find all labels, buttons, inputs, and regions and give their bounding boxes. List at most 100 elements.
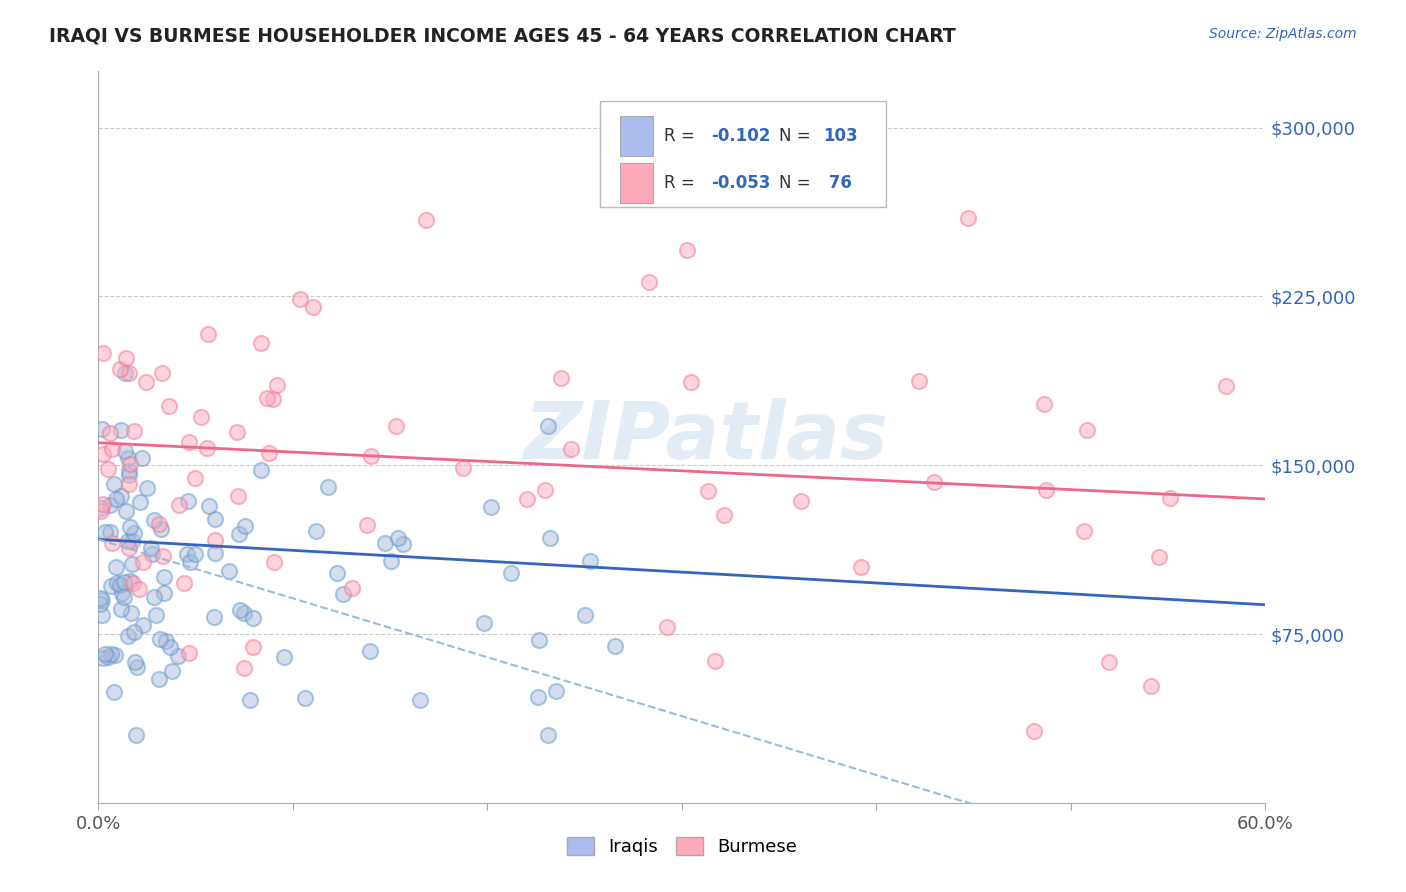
Point <box>167 498 190 512</box>
Point <box>90 504 112 518</box>
Point <box>91 346 114 360</box>
Point <box>121 557 143 571</box>
Point <box>1215 379 1237 393</box>
Point <box>117 450 139 465</box>
Point <box>124 624 146 639</box>
Point <box>105 492 128 507</box>
Point <box>160 664 183 678</box>
Point <box>204 533 226 547</box>
Point <box>103 477 125 491</box>
Point <box>118 366 141 380</box>
Point <box>110 362 132 376</box>
Point <box>114 590 136 604</box>
Point <box>262 392 284 406</box>
Point <box>118 477 141 491</box>
Point <box>111 586 134 600</box>
Point <box>124 655 146 669</box>
Point <box>184 471 207 485</box>
Point <box>91 497 114 511</box>
Point <box>184 547 207 561</box>
Point <box>392 537 415 551</box>
Point <box>638 275 661 289</box>
Point <box>128 495 150 509</box>
Point <box>157 399 180 413</box>
Point <box>159 640 181 655</box>
Point <box>114 366 136 380</box>
Point <box>1033 397 1056 411</box>
Point <box>120 457 142 471</box>
Point <box>228 527 250 541</box>
Point <box>560 442 582 456</box>
Point <box>115 504 138 518</box>
Point <box>922 475 945 489</box>
Point <box>98 425 121 440</box>
Point <box>537 728 560 742</box>
Point <box>340 582 363 596</box>
Point <box>89 597 111 611</box>
Point <box>360 449 382 463</box>
Point <box>105 575 128 590</box>
Point <box>177 646 200 660</box>
Point <box>105 560 128 574</box>
Point <box>603 639 626 653</box>
Point <box>120 606 142 620</box>
Point <box>1159 491 1181 505</box>
Point <box>118 464 141 478</box>
Point <box>218 565 240 579</box>
Point <box>145 608 167 623</box>
Point <box>538 531 561 545</box>
Point <box>152 549 174 563</box>
Point <box>143 590 166 604</box>
Point <box>166 648 188 663</box>
Point <box>1147 549 1170 564</box>
Point <box>294 691 316 706</box>
Point <box>233 519 256 533</box>
Text: IRAQI VS BURMESE HOUSEHOLDER INCOME AGES 45 - 64 YEARS CORRELATION CHART: IRAQI VS BURMESE HOUSEHOLDER INCOME AGES… <box>49 27 956 45</box>
Text: -0.053: -0.053 <box>711 174 770 193</box>
FancyBboxPatch shape <box>600 101 886 207</box>
Point <box>302 300 325 314</box>
Point <box>91 607 114 622</box>
Point <box>142 512 165 526</box>
Point <box>256 391 278 405</box>
Point <box>204 512 226 526</box>
Point <box>148 516 170 531</box>
Point <box>1073 524 1095 538</box>
Point <box>479 500 502 515</box>
Point <box>148 672 170 686</box>
Point <box>177 494 200 508</box>
FancyBboxPatch shape <box>620 163 652 203</box>
Point <box>90 593 112 607</box>
Point <box>273 649 295 664</box>
Point <box>153 586 176 600</box>
Point <box>122 576 145 591</box>
Point <box>91 422 114 436</box>
Point <box>118 574 141 589</box>
Point <box>516 492 538 507</box>
Point <box>472 615 495 630</box>
Point <box>197 326 219 341</box>
Point <box>179 555 201 569</box>
Point <box>112 575 135 590</box>
Point <box>574 607 596 622</box>
Point <box>387 531 409 545</box>
Point <box>100 579 122 593</box>
Point <box>197 500 219 514</box>
Point <box>380 554 402 568</box>
Point <box>89 591 111 606</box>
Point <box>100 648 122 662</box>
Point <box>696 483 718 498</box>
Point <box>527 690 550 705</box>
Point <box>117 533 139 548</box>
Point <box>136 481 159 495</box>
Point <box>385 419 408 434</box>
Point <box>104 648 127 662</box>
Point <box>1097 655 1119 669</box>
Point <box>229 603 252 617</box>
Text: R =: R = <box>665 127 700 145</box>
Point <box>173 576 195 591</box>
Point <box>94 525 117 540</box>
Point <box>117 629 139 643</box>
Point <box>790 494 813 508</box>
Point <box>97 461 120 475</box>
